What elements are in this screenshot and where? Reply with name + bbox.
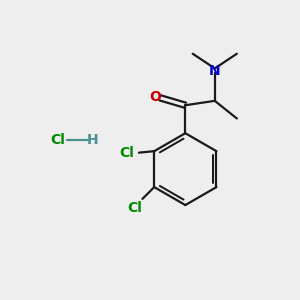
Text: N: N — [209, 64, 220, 78]
Text: Cl: Cl — [120, 146, 135, 160]
Text: H: H — [87, 133, 98, 147]
Text: Cl: Cl — [50, 133, 65, 147]
Text: O: O — [149, 90, 161, 104]
Text: Cl: Cl — [128, 201, 142, 215]
